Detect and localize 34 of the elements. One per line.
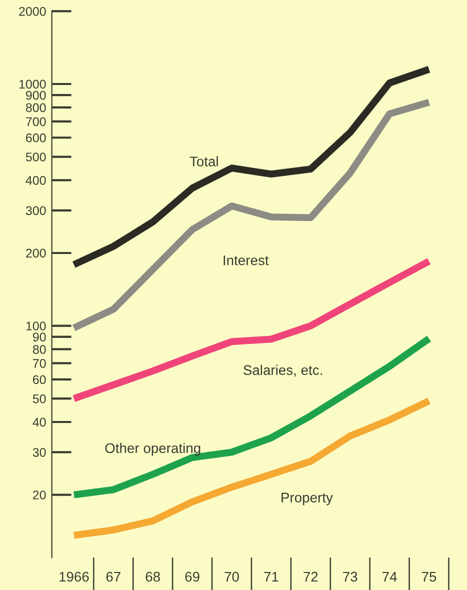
y-tick-label: 700 [26,117,46,126]
y-tick-label: 70 [33,359,46,368]
x-tick-label: 1966 [60,572,89,582]
y-tick-label: 600 [26,133,46,142]
series-label: Total [190,156,218,166]
x-tick-label: 67 [106,572,120,582]
y-tick-label: 50 [32,394,46,404]
x-tick-label: 69 [185,572,200,582]
y-tick-label: 30 [32,448,46,457]
y-tick-label: 40 [32,418,46,427]
y-tick-label: 1000 [19,80,46,89]
y-tick-label: 20 [33,490,46,500]
x-tick-label: 70 [224,572,239,582]
x-tick-label: 68 [146,572,160,582]
y-tick-label: 2000 [19,7,46,16]
series-label: Property [282,492,333,506]
text: Interest [224,256,269,266]
x-tick-label: 73 [343,572,358,582]
y-tick-label: 400 [26,176,46,185]
series-label: Other operating [105,442,200,456]
y-tick-label: 500 [26,152,46,162]
x-tick-label: 74 [382,572,397,582]
x-tick-label: 71 [264,572,278,582]
y-tick-label: 60 [33,375,46,384]
y-tick-label: 80 [32,345,46,354]
y-tick-label: 300 [26,206,46,216]
y-tick-label: 900 [26,90,46,100]
y-tick-label: 100 [26,322,46,330]
x-tick-label: 75 [422,572,436,582]
series-label: Salaries, etc. [244,364,322,377]
x-tick-label: 72 [304,572,318,582]
y-tick-label: 800 [26,103,46,112]
y-tick-label: 200 [26,248,46,258]
y-tick-label: 90 [32,332,46,342]
